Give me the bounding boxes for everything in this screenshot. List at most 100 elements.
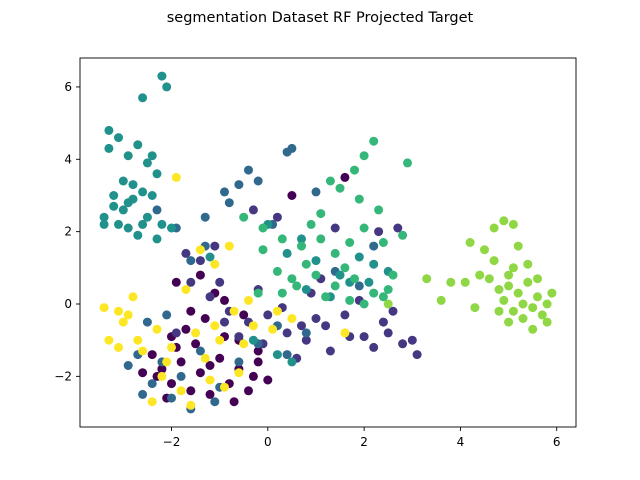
- data-point-class-2: [369, 241, 379, 251]
- data-point-class-4: [335, 183, 345, 193]
- y-tick-label: −2: [54, 369, 72, 383]
- data-point-class-6: [220, 382, 229, 392]
- data-point-class-4: [388, 270, 398, 280]
- data-point-class-0: [244, 386, 253, 396]
- data-point-class-4: [272, 266, 282, 276]
- data-point-class-1: [311, 314, 321, 323]
- data-point-class-0: [191, 339, 201, 349]
- data-point-class-1: [325, 346, 335, 356]
- x-tick-label: 2: [360, 435, 368, 449]
- data-point-class-1: [297, 321, 306, 331]
- data-point-class-3: [147, 191, 157, 200]
- data-point-class-0: [186, 386, 196, 396]
- data-point-class-2: [210, 397, 220, 407]
- data-point-class-5: [460, 277, 470, 287]
- data-point-class-1: [393, 223, 403, 233]
- data-point-class-3: [104, 125, 114, 135]
- data-point-class-5: [446, 277, 456, 287]
- data-point-class-5: [528, 303, 538, 313]
- data-point-class-5: [494, 285, 504, 294]
- data-point-class-3: [272, 350, 282, 360]
- x-tick-label: 0: [264, 435, 272, 449]
- data-point-class-4: [378, 238, 388, 247]
- data-point-class-5: [475, 270, 485, 280]
- data-point-class-3: [114, 219, 123, 229]
- data-point-class-5: [383, 299, 393, 309]
- data-point-class-3: [282, 248, 292, 258]
- data-point-class-0: [215, 353, 225, 363]
- data-point-class-2: [123, 361, 133, 370]
- data-point-class-4: [369, 136, 379, 146]
- data-point-class-4: [374, 205, 384, 215]
- data-point-class-4: [359, 299, 369, 309]
- x-axis: −2 0 2 4 6: [163, 427, 561, 449]
- data-point-class-6: [191, 328, 201, 338]
- data-point-class-6: [229, 306, 239, 316]
- data-point-class-1: [359, 332, 369, 342]
- data-point-class-6: [272, 306, 282, 316]
- data-point-class-0: [138, 368, 148, 378]
- data-point-class-2: [224, 198, 234, 208]
- data-point-class-1: [215, 277, 225, 287]
- data-point-class-4: [354, 194, 364, 204]
- data-point-class-0: [287, 191, 297, 200]
- data-point-class-0: [220, 295, 229, 305]
- data-point-class-5: [513, 241, 523, 251]
- data-point-class-6: [215, 335, 225, 345]
- data-point-class-0: [340, 172, 350, 182]
- data-point-class-1: [181, 248, 191, 258]
- data-point-class-2: [142, 317, 152, 327]
- data-point-class-3: [142, 212, 152, 222]
- y-tick-label: 6: [64, 80, 72, 94]
- data-point-class-5: [504, 317, 514, 327]
- data-point-class-4: [359, 223, 369, 233]
- data-point-class-5: [533, 274, 542, 284]
- data-point-class-6: [239, 339, 249, 349]
- data-point-class-2: [234, 357, 244, 367]
- data-point-class-5: [518, 299, 528, 309]
- data-point-class-0: [147, 350, 157, 360]
- data-point-class-5: [499, 216, 509, 226]
- data-point-class-4: [350, 274, 359, 284]
- data-point-class-2: [287, 143, 297, 153]
- data-point-class-4: [330, 248, 340, 258]
- data-point-class-4: [345, 295, 355, 305]
- data-point-class-4: [316, 209, 326, 219]
- data-point-class-5: [528, 324, 538, 334]
- data-point-class-6: [195, 245, 205, 255]
- data-point-class-0: [205, 389, 215, 399]
- data-point-class-0: [263, 375, 273, 385]
- data-point-class-3: [133, 230, 143, 240]
- y-axis: −2 0 2 4 6: [54, 80, 80, 383]
- data-point-class-2: [152, 205, 162, 215]
- data-point-class-2: [167, 393, 176, 403]
- data-point-class-6: [210, 321, 220, 331]
- data-point-class-4: [306, 219, 316, 229]
- data-point-class-1: [398, 339, 408, 349]
- data-point-class-4: [301, 259, 311, 269]
- data-point-class-6: [176, 386, 186, 396]
- data-point-class-1: [195, 256, 205, 266]
- data-point-class-6: [248, 321, 258, 331]
- data-point-class-6: [224, 241, 234, 251]
- data-point-class-6: [210, 259, 220, 269]
- data-point-class-1: [412, 350, 422, 360]
- data-point-class-4: [345, 238, 355, 247]
- data-point-class-6: [171, 172, 181, 182]
- data-point-class-5: [465, 238, 475, 247]
- data-point-class-0: [167, 379, 176, 389]
- data-point-class-2: [253, 176, 263, 186]
- data-point-class-2: [176, 371, 186, 381]
- data-point-class-3: [301, 285, 311, 294]
- y-tick-label: 2: [64, 225, 72, 239]
- data-point-class-6: [104, 335, 114, 345]
- data-point-class-6: [114, 306, 123, 316]
- data-point-class-6: [234, 368, 244, 378]
- data-point-class-3: [128, 180, 138, 190]
- data-point-class-5: [547, 288, 557, 298]
- data-point-class-3: [99, 219, 109, 229]
- data-point-class-3: [167, 223, 176, 233]
- data-point-class-4: [398, 230, 408, 240]
- data-point-class-6: [138, 346, 148, 356]
- x-tick-label: −2: [163, 435, 181, 449]
